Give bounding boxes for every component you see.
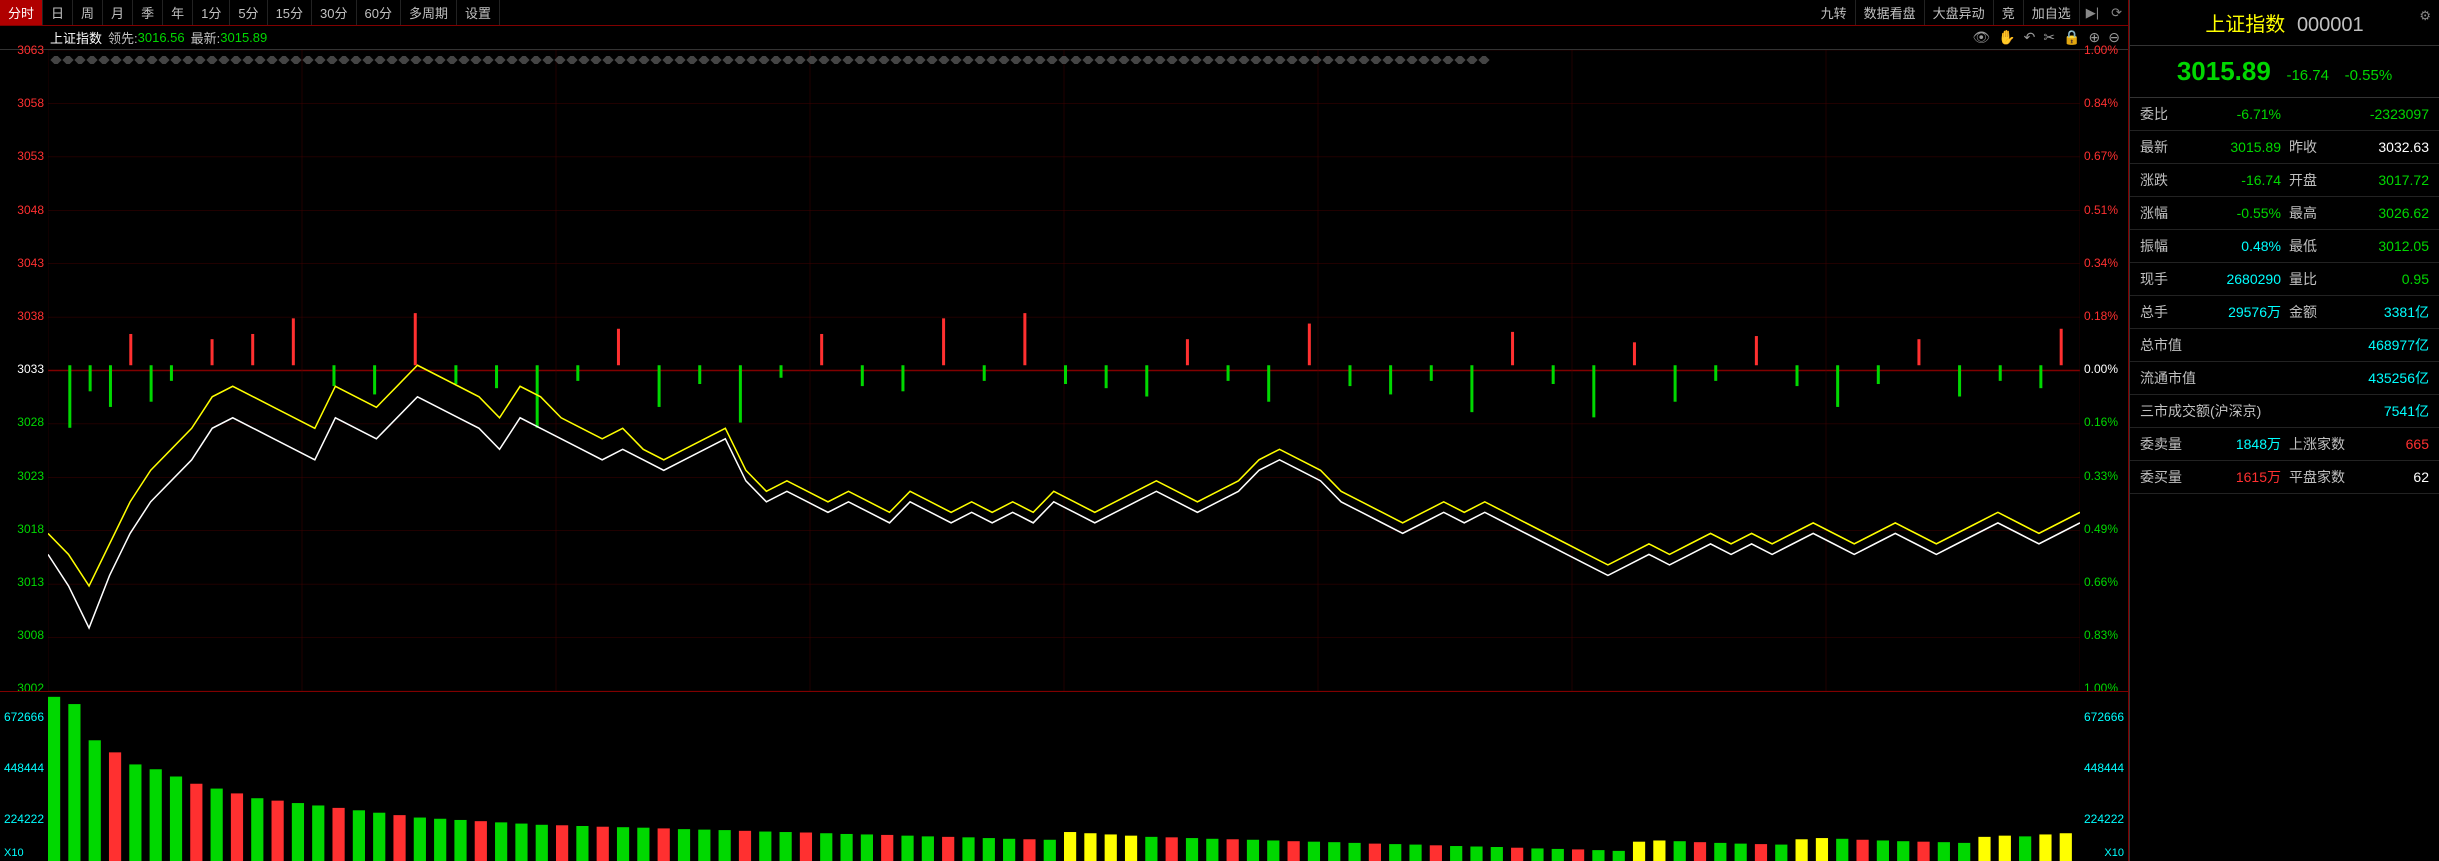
y-tick-right: 0.16%	[2080, 415, 2128, 429]
gear-icon[interactable]: ⚙	[2419, 8, 2431, 24]
x10-label-right: X10	[2104, 847, 2124, 859]
tab-多周期[interactable]: 多周期	[401, 0, 457, 25]
quote-row: 总手29576万金额3381亿	[2130, 296, 2439, 329]
side-header: 上证指数 000001 ⚙	[2130, 0, 2439, 46]
side-price: 3015.89	[2177, 56, 2271, 86]
quote-row: 委卖量1848万上涨家数665	[2130, 428, 2439, 461]
y-tick-right: 0.83%	[2080, 628, 2128, 642]
tab-加自选[interactable]: 加自选	[2024, 0, 2080, 25]
quote-row: 委买量1615万平盘家数62	[2130, 461, 2439, 494]
vol-tick: 448444	[2080, 761, 2128, 775]
y-tick-left: 3048	[0, 203, 48, 217]
quote-row: 涨跌-16.74开盘3017.72	[2130, 164, 2439, 197]
quote-row: 涨幅-0.55%最高3026.62	[2130, 197, 2439, 230]
y-tick-left: 3008	[0, 628, 48, 642]
chart-tool-icon[interactable]: 👁	[1972, 29, 1990, 46]
index-name: 上证指数	[50, 28, 102, 47]
quote-row: 振幅0.48%最低3012.05	[2130, 230, 2439, 263]
tab-60分[interactable]: 60分	[357, 0, 401, 25]
y-tick-left: 3018	[0, 522, 48, 536]
nav-icon[interactable]: ▶|	[2080, 3, 2105, 23]
price-chart-area[interactable]: 3063305830533048304330383033302830233018…	[0, 50, 2128, 691]
tab-数据看盘[interactable]: 数据看盘	[1856, 0, 1925, 25]
chart-info-bar: 上证指数 领先: 3016.56 最新: 3015.89 👁✋↶✂🔒⊕⊖	[0, 26, 2128, 50]
y-tick-right: 0.67%	[2080, 149, 2128, 163]
nav-icon[interactable]: ⟳	[2105, 3, 2128, 23]
tab-分时[interactable]: 分时	[0, 0, 43, 25]
y-tick-right: 0.00%	[2080, 362, 2128, 376]
tab-九转[interactable]: 九转	[1813, 0, 1856, 25]
quote-side-panel: 上证指数 000001 ⚙ 3015.89 -16.74 -0.55% 委比-6…	[2129, 0, 2439, 861]
tab-设置[interactable]: 设置	[457, 0, 500, 25]
tab-5分[interactable]: 5分	[230, 0, 267, 25]
vol-tick: 224222	[2080, 812, 2128, 826]
y-tick-right: 0.33%	[2080, 469, 2128, 483]
y-tick-right: 0.84%	[2080, 96, 2128, 110]
vol-tick: 672666	[0, 710, 48, 724]
quote-row: 现手2680290量比0.95	[2130, 263, 2439, 296]
tab-周[interactable]: 周	[73, 0, 103, 25]
y-tick-left: 3053	[0, 149, 48, 163]
chart-tool-icon[interactable]: 🔒	[2063, 29, 2080, 46]
y-tick-left: 3013	[0, 575, 48, 589]
y-tick-left: 3038	[0, 309, 48, 323]
chart-tool-icon[interactable]: ↶	[2024, 29, 2036, 46]
tab-月[interactable]: 月	[103, 0, 133, 25]
tab-年[interactable]: 年	[163, 0, 193, 25]
y-tick-right: 0.34%	[2080, 256, 2128, 270]
side-title: 上证指数	[2205, 14, 2285, 36]
vol-tick: 224222	[0, 812, 48, 826]
latest-label: 最新:	[191, 28, 221, 47]
tab-15分[interactable]: 15分	[268, 0, 312, 25]
y-tick-right: 0.51%	[2080, 203, 2128, 217]
y-tick-left: 3063	[0, 43, 48, 57]
tab-大盘异动[interactable]: 大盘异动	[1925, 0, 1994, 25]
tab-季[interactable]: 季	[133, 0, 163, 25]
side-change-pct: -0.55%	[2345, 67, 2393, 84]
latest-value: 3015.89	[220, 30, 267, 45]
chart-tool-icon[interactable]: ✋	[1998, 29, 2015, 46]
side-code: 000001	[2297, 14, 2364, 36]
tab-竞[interactable]: 竞	[1994, 0, 2024, 25]
volume-chart-area[interactable]: X10 672666 448444 224222 X10 672666 448444 2…	[0, 691, 2128, 861]
y-tick-left: 3043	[0, 256, 48, 270]
y-tick-left: 3058	[0, 96, 48, 110]
quote-row: 最新3015.89昨收3032.63	[2130, 131, 2439, 164]
quote-row: 委比-6.71%-2323097	[2130, 98, 2439, 131]
tab-30分[interactable]: 30分	[312, 0, 356, 25]
vol-tick: 672666	[2080, 710, 2128, 724]
lead-label: 领先:	[108, 28, 138, 47]
side-price-row: 3015.89 -16.74 -0.55%	[2130, 46, 2439, 98]
y-tick-right: 0.18%	[2080, 309, 2128, 323]
y-tick-right: 0.66%	[2080, 575, 2128, 589]
side-change: -16.74	[2286, 67, 2329, 84]
y-tick-right: 1.00%	[2080, 43, 2128, 57]
quote-row: 流通市值435256亿	[2130, 362, 2439, 395]
quote-row: 总市值468977亿	[2130, 329, 2439, 362]
y-tick-left: 3023	[0, 469, 48, 483]
y-tick-left: 3033	[0, 362, 48, 376]
vol-tick: 448444	[0, 761, 48, 775]
quote-row: 三市成交额(沪深京)7541亿	[2130, 395, 2439, 428]
timeframe-tab-bar: 分时日周月季年1分5分15分30分60分多周期设置 九转数据看盘大盘异动竞加自选▶…	[0, 0, 2128, 26]
lead-value: 3016.56	[138, 30, 185, 45]
tab-日[interactable]: 日	[43, 0, 73, 25]
y-tick-right: 0.49%	[2080, 522, 2128, 536]
chart-tool-icon[interactable]: ✂	[2043, 29, 2055, 46]
y-tick-left: 3028	[0, 415, 48, 429]
x10-label-left: X10	[4, 847, 24, 859]
tab-1分[interactable]: 1分	[193, 0, 230, 25]
